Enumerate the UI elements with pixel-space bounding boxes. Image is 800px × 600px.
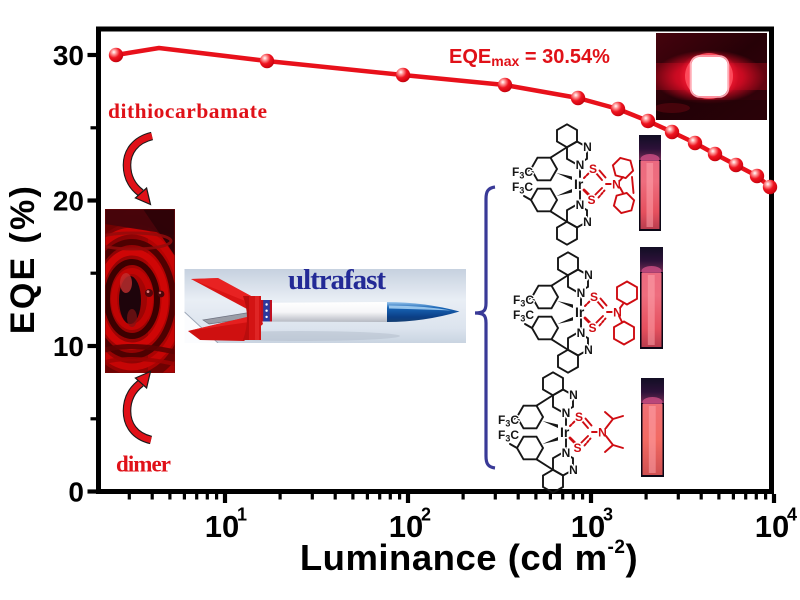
- svg-text:N: N: [583, 215, 592, 229]
- svg-text:F3C: F3C: [513, 293, 534, 309]
- svg-text:S: S: [589, 162, 597, 176]
- svg-text:30: 30: [53, 40, 84, 71]
- svg-text:S: S: [590, 290, 598, 304]
- svg-text:ultrafast: ultrafast: [288, 264, 386, 296]
- svg-text:N: N: [569, 463, 578, 477]
- svg-text:S: S: [573, 441, 581, 455]
- svg-text:F3C: F3C: [513, 308, 534, 324]
- svg-text:S: S: [587, 193, 595, 207]
- svg-text:N: N: [576, 198, 585, 212]
- svg-text:2: 2: [421, 505, 431, 525]
- svg-text:4: 4: [787, 505, 797, 525]
- svg-text:dimer: dimer: [116, 452, 171, 477]
- svg-text:N: N: [562, 446, 571, 460]
- svg-text:N: N: [583, 140, 592, 154]
- svg-text:10: 10: [571, 509, 605, 544]
- svg-text:1: 1: [237, 505, 247, 525]
- svg-text:N: N: [576, 158, 585, 172]
- svg-text:N: N: [598, 426, 607, 440]
- svg-text:Ir: Ir: [574, 176, 584, 192]
- svg-text:F3C: F3C: [512, 165, 533, 181]
- svg-text:20: 20: [53, 186, 84, 217]
- svg-text:F3C: F3C: [498, 413, 519, 429]
- svg-text:10: 10: [205, 509, 239, 544]
- svg-text:Ir: Ir: [575, 304, 585, 320]
- svg-text:N: N: [562, 406, 571, 420]
- svg-text:F3C: F3C: [512, 180, 533, 196]
- svg-text:10: 10: [389, 509, 423, 544]
- svg-text:N: N: [577, 326, 586, 340]
- svg-text:N: N: [613, 306, 622, 320]
- svg-text:Luminance (cd m-2): Luminance (cd m-2): [300, 537, 638, 578]
- svg-text:N: N: [584, 268, 593, 282]
- svg-text:S: S: [575, 410, 583, 424]
- svg-text:10: 10: [755, 509, 789, 544]
- svg-text:S: S: [588, 321, 596, 335]
- svg-text:N: N: [584, 343, 593, 357]
- svg-text:EQE (%): EQE (%): [4, 184, 42, 334]
- svg-text:EQEmax = 30.54%: EQEmax = 30.54%: [449, 46, 610, 69]
- svg-text:N: N: [577, 286, 586, 300]
- svg-text:N: N: [612, 178, 621, 192]
- svg-text:10: 10: [53, 331, 84, 362]
- svg-text:F3C: F3C: [498, 428, 519, 444]
- svg-text:N: N: [569, 388, 578, 402]
- svg-text:0: 0: [68, 477, 84, 508]
- svg-text:Ir: Ir: [560, 424, 570, 440]
- svg-text:dithiocarbamate: dithiocarbamate: [108, 99, 267, 123]
- svg-text:3: 3: [603, 505, 613, 525]
